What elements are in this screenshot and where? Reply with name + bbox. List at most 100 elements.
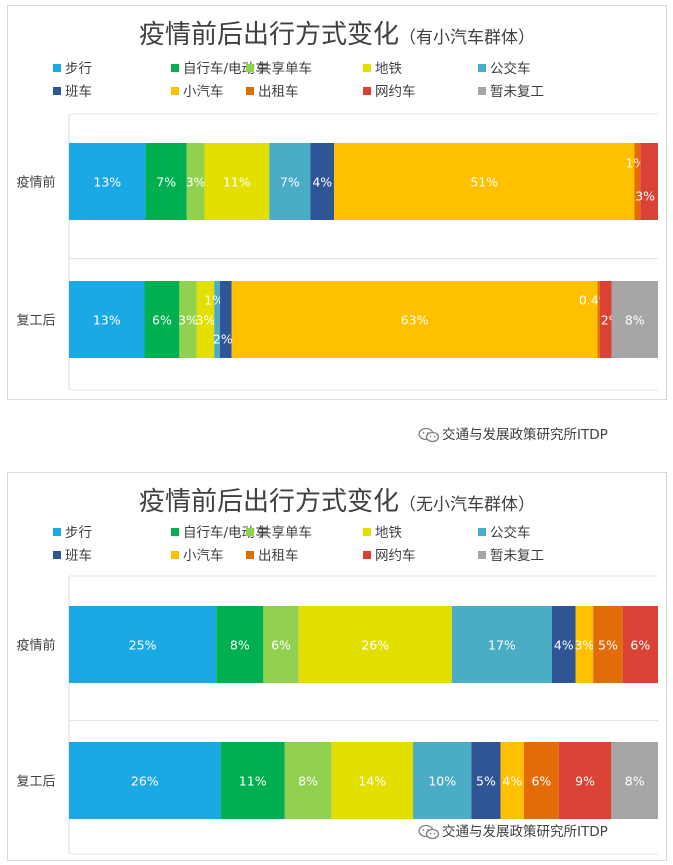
- legend-swatch: [478, 551, 486, 559]
- legend-swatch: [363, 87, 371, 95]
- bar-segment: [69, 281, 145, 358]
- legend-item: 共享单车: [246, 525, 312, 541]
- data-label: 26%: [131, 774, 159, 789]
- category-label: 复工后: [16, 775, 55, 790]
- legend-swatch: [171, 551, 179, 559]
- legend-item: 暂未复工: [478, 84, 544, 100]
- legend-label: 小汽车: [183, 84, 224, 100]
- chart-subtitle-1: （有小汽车群体）: [399, 28, 535, 48]
- legend-swatch: [53, 551, 61, 559]
- data-label: 63%: [401, 313, 429, 328]
- bar-segment: [204, 143, 270, 220]
- data-label: 14%: [358, 774, 386, 789]
- legend-swatch: [246, 64, 254, 72]
- watermark-2: 交通与发展政策研究所ITDP: [418, 820, 608, 840]
- legend-item: 地铁: [363, 525, 402, 541]
- data-label: 11%: [239, 774, 267, 789]
- data-label: 17%: [488, 638, 516, 653]
- data-label: 4%: [554, 638, 574, 653]
- bar-segment: [413, 742, 472, 819]
- data-label: 10%: [428, 774, 456, 789]
- bar-segment: [593, 606, 623, 683]
- legend-label: 公交车: [490, 525, 531, 541]
- bar-segment: [216, 606, 264, 683]
- legend-label: 共享单车: [258, 61, 312, 77]
- data-label: 6%: [152, 313, 172, 328]
- legend-swatch: [478, 528, 486, 536]
- legend-item: 暂未复工: [478, 548, 544, 564]
- watermark-text-2: 交通与发展政策研究所ITDP: [442, 824, 608, 840]
- data-label: 4%: [502, 774, 522, 789]
- data-label: 3%: [196, 313, 216, 328]
- data-label: 6%: [271, 638, 291, 653]
- legend-item: 公交车: [478, 525, 531, 541]
- data-label: 13%: [93, 313, 121, 328]
- legend-label: 暂未复工: [490, 548, 544, 564]
- legend-swatch: [478, 87, 486, 95]
- wechat-icon: [418, 427, 440, 443]
- chart-title-1: 疫情前后出行方式变化（有小汽车群体）: [8, 14, 666, 51]
- data-label: 8%: [230, 638, 250, 653]
- data-label: 11%: [223, 175, 251, 190]
- chart-title-main-2: 疫情前后出行方式变化: [138, 487, 399, 517]
- data-label: 25%: [129, 638, 157, 653]
- legend-item: 地铁: [363, 61, 402, 77]
- legend-item: 步行: [53, 61, 92, 77]
- legend-label: 地铁: [375, 61, 402, 77]
- legend-label: 公交车: [490, 61, 531, 77]
- legend-2: 步行 自行车/电动车 共享单车 地铁 公交车 班车 小汽车 出租车 网约车 暂未复工: [53, 525, 653, 569]
- data-label: 6%: [531, 774, 551, 789]
- bar-segment: [220, 281, 232, 358]
- bar-segment: [214, 281, 221, 358]
- data-label: 5%: [476, 774, 496, 789]
- legend-item: 小汽车: [171, 548, 224, 564]
- legend-label: 出租车: [258, 548, 299, 564]
- legend-item: 公交车: [478, 61, 531, 77]
- bar-segment: [551, 606, 576, 683]
- bar-segment: [145, 143, 187, 220]
- bar-chart-2: 疫情前 25% 8% 6% 26% 17% 4% 3% 5% 6%复工后 26% 11% 8% 14% 10…: [16, 575, 658, 855]
- data-label: 6%: [630, 638, 650, 653]
- legend-swatch: [246, 87, 254, 95]
- bar-segment: [196, 281, 215, 358]
- bar-chart-1: 疫情前 13% 7% 3% 11% 7% 4% 51%1%3%复工后 13% 6% 3%3%1%2%…: [16, 113, 658, 391]
- chart-title-main-1: 疫情前后出行方式变化: [138, 20, 399, 50]
- bar-segment: [284, 742, 332, 819]
- category-label: 复工后: [16, 314, 55, 329]
- legend-item: 网约车: [363, 84, 416, 100]
- bar-segment: [575, 606, 594, 683]
- data-label: 5%: [598, 638, 618, 653]
- category-label: 疫情前: [16, 638, 55, 654]
- legend-item: 网约车: [363, 548, 416, 564]
- bar-segment: [220, 742, 285, 819]
- data-label: 4%: [312, 175, 332, 190]
- legend-swatch: [53, 87, 61, 95]
- legend-item: 出租车: [246, 84, 299, 100]
- data-label: 1%: [204, 293, 224, 308]
- legend-swatch: [53, 528, 61, 536]
- wechat-icon: [418, 824, 440, 840]
- bar-segment: [640, 143, 658, 220]
- legend-item: 步行: [53, 525, 92, 541]
- legend-item: 出租车: [246, 548, 299, 564]
- bar-segment: [331, 742, 414, 819]
- data-label: 2%: [213, 332, 233, 347]
- bar-segment: [231, 281, 598, 358]
- data-label: 3%: [178, 313, 198, 328]
- bar-segment: [179, 281, 197, 358]
- legend-swatch: [363, 64, 371, 72]
- data-label: 13%: [93, 175, 121, 190]
- legend-swatch: [171, 87, 179, 95]
- bar-segment: [69, 606, 217, 683]
- legend-swatch: [53, 64, 61, 72]
- legend-label: 步行: [65, 61, 92, 77]
- data-label: 3%: [635, 189, 655, 204]
- chart-panel-1: 疫情前后出行方式变化（有小汽车群体） 步行 自行车/电动车 共享单车 地铁 公交车 班车小…: [7, 5, 667, 400]
- bar-segment: [611, 742, 658, 819]
- legend-swatch: [478, 64, 486, 72]
- bar-segment: [451, 606, 552, 683]
- data-label: 8%: [625, 774, 645, 789]
- bar-segment: [298, 606, 452, 683]
- chart-panel-2: 疫情前后出行方式变化（无小汽车群体） 步行 自行车/电动车 共享单车 地铁 公交车 班车小…: [7, 472, 667, 861]
- legend-label: 步行: [65, 525, 92, 541]
